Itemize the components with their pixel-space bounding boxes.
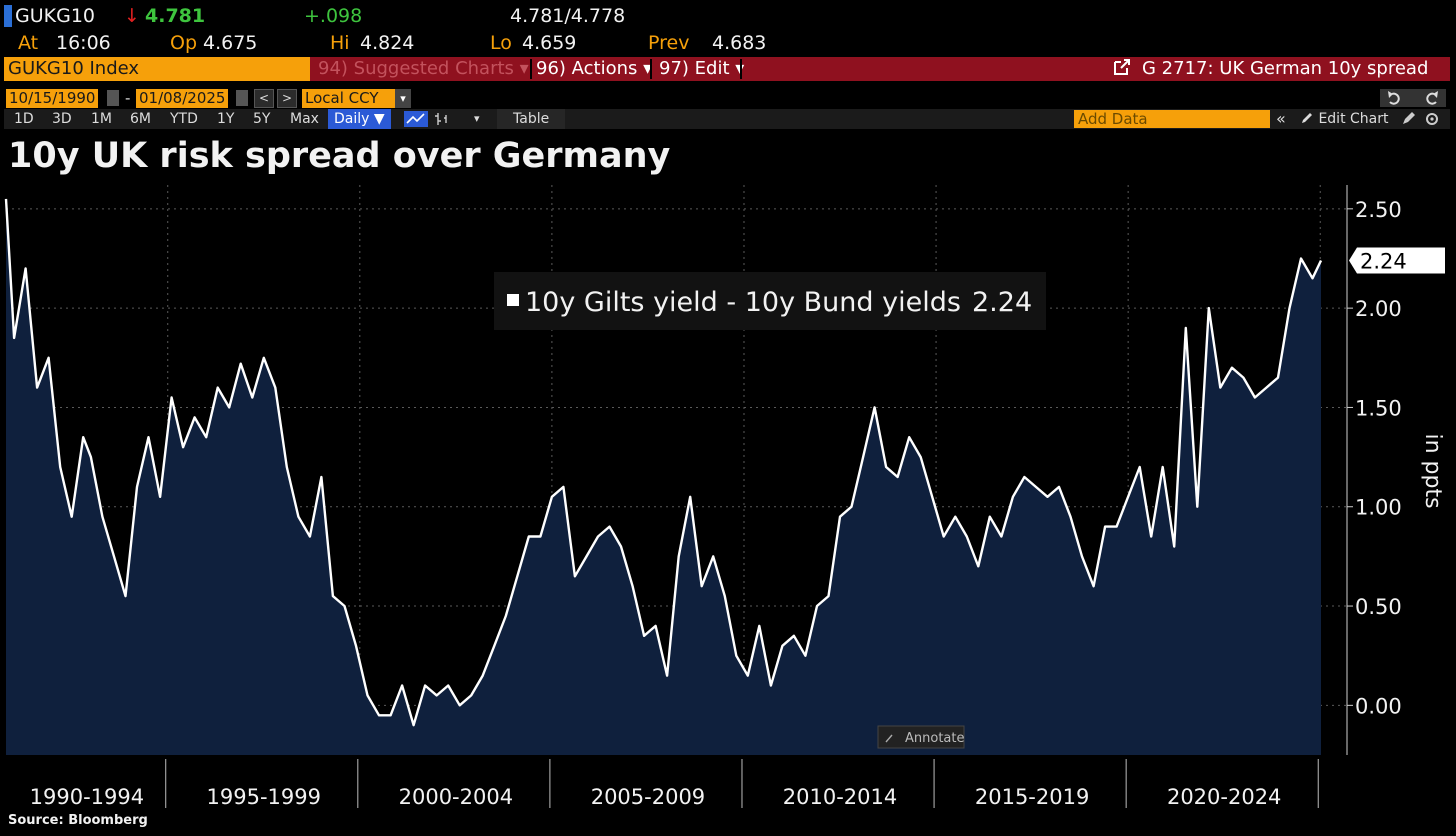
suggested-charts-button[interactable]: 94) Suggested Charts ▾ — [318, 57, 529, 81]
x-tick-label: 2010-2014 — [783, 785, 897, 809]
y-tick-label: 2.50 — [1355, 198, 1402, 222]
y-tick-label: 1.50 — [1355, 396, 1402, 420]
prev-period-button[interactable]: < — [254, 89, 274, 108]
divider — [650, 59, 652, 79]
legend-background — [494, 272, 1046, 330]
annotate-label: Annotate — [905, 731, 964, 746]
x-tick-label: 2000-2004 — [399, 785, 513, 809]
end-date-field[interactable]: 01/08/2025 — [136, 89, 229, 108]
last-value-tag — [1349, 247, 1445, 274]
frequency-select[interactable]: Daily ▼ — [328, 109, 391, 129]
x-tick-label: 2005-2009 — [591, 785, 705, 809]
at-label: At — [18, 32, 39, 54]
legend-swatch — [507, 294, 519, 306]
calendar-icon[interactable] — [107, 90, 119, 106]
down-arrow-icon: ↓ — [124, 5, 140, 27]
series-area — [6, 198, 1321, 755]
collapse-icon[interactable]: « — [1276, 109, 1286, 128]
chart-type-icon[interactable] — [402, 109, 462, 129]
chart-id-label: G 2717: UK German 10y spread — [1142, 58, 1429, 79]
external-link-icon — [1114, 59, 1130, 75]
ticker: GUKG10 — [15, 5, 95, 27]
x-tick-label: 2015-2019 — [975, 785, 1089, 809]
chevron-down-icon[interactable]: ▾ — [474, 112, 480, 125]
legend-series-name: 10y Gilts yield - 10y Bund yields — [525, 287, 961, 318]
chevron-down-icon: ▾ — [519, 58, 529, 79]
y-tick-label: 0.00 — [1355, 694, 1402, 718]
prev-value: 4.683 — [712, 32, 767, 54]
divider — [740, 59, 742, 79]
annotate-button[interactable]: Annotate — [877, 725, 965, 749]
ticker-marker — [4, 5, 12, 27]
table-button[interactable]: Table — [497, 109, 566, 129]
chart-title: 10y UK risk spread over Germany — [8, 136, 671, 176]
high-label: Hi — [330, 32, 350, 54]
open-label: Op — [170, 32, 198, 54]
add-data-input[interactable]: Add Data — [1074, 110, 1270, 128]
series-line — [4, 198, 1323, 727]
high-value: 4.824 — [360, 32, 415, 54]
last-value-marker: 2.24 — [1349, 247, 1445, 274]
x-tick-label: 1995-1999 — [207, 785, 321, 809]
period-5y[interactable]: 5Y — [253, 111, 271, 127]
edit-label: 97) Edit — [659, 58, 730, 79]
bid-ask: 4.781/4.778 — [510, 5, 626, 27]
period-1y[interactable]: 1Y — [217, 111, 235, 127]
chevron-down-icon: ▾ — [735, 58, 744, 79]
source-note: Source: Bloomberg — [8, 813, 148, 828]
x-tick-label: 1990-1994 — [30, 785, 144, 809]
date-dash: - — [125, 89, 131, 107]
period-ytd[interactable]: YTD — [170, 111, 198, 127]
low-value: 4.659 — [522, 32, 577, 54]
at-time: 16:06 — [56, 32, 111, 54]
y-tick-label: 1.00 — [1355, 496, 1402, 520]
legend-series-value: 2.24 — [972, 287, 1032, 318]
divider — [530, 59, 532, 79]
actions-label: 96) Actions — [536, 58, 638, 79]
calendar-icon[interactable] — [236, 90, 248, 106]
x-tick-label: 2020-2024 — [1167, 785, 1281, 809]
period-1d[interactable]: 1D — [14, 111, 34, 127]
period-row: 1D 3D 1M 6M YTD 1Y 5Y Max Daily ▼ ▾ Tabl… — [4, 109, 1450, 129]
open-value: 4.675 — [203, 32, 258, 54]
settings-icons[interactable] — [1400, 109, 1444, 129]
index-field[interactable]: GUKG10 Index — [4, 57, 310, 81]
edit-chart-label: Edit Chart — [1318, 111, 1389, 127]
edit-chart-button[interactable]: Edit Chart — [1300, 109, 1389, 129]
y-tick-label: 0.50 — [1355, 595, 1402, 619]
chevron-down-icon: ▾ — [643, 58, 653, 79]
last-price: 4.781 — [145, 5, 206, 27]
y-axis-label: in ppts — [1420, 433, 1445, 508]
start-date-field[interactable]: 10/15/1990 — [6, 89, 99, 108]
prev-label: Prev — [648, 32, 690, 54]
chevron-down-icon[interactable]: ▾ — [395, 89, 411, 108]
price-change: +.098 — [304, 5, 363, 27]
actions-button[interactable]: 96) Actions ▾ — [536, 57, 652, 81]
undo-redo-group — [1380, 89, 1446, 107]
suggested-charts-label: 94) Suggested Charts — [318, 58, 514, 79]
low-label: Lo — [490, 32, 512, 54]
period-3d[interactable]: 3D — [52, 111, 72, 127]
chart-id-link[interactable]: G 2717: UK German 10y spread — [1112, 57, 1428, 81]
last-value-label: 2.24 — [1360, 249, 1407, 273]
currency-select[interactable]: Local CCY — [302, 89, 398, 108]
y-tick-label: 2.00 — [1355, 297, 1402, 321]
pencil-icon — [885, 734, 893, 743]
undo-redo-icons[interactable] — [1380, 89, 1446, 107]
axes: 0.00 0.50 1.00 1.50 2.00 2.50 1990-1994 1995-19… — [0, 185, 1456, 809]
period-max[interactable]: Max — [290, 111, 319, 127]
command-bar: GUKG10 Index 94) Suggested Charts ▾ 96) … — [4, 57, 1450, 81]
legend: 10y Gilts yield - 10y Bund yields 2.24 — [494, 272, 1046, 330]
pencil-icon — [1302, 113, 1312, 123]
next-period-button[interactable]: > — [277, 89, 297, 108]
edit-button[interactable]: 97) Edit ▾ — [659, 57, 744, 81]
period-6m[interactable]: 6M — [130, 111, 151, 127]
period-1m[interactable]: 1M — [91, 111, 112, 127]
